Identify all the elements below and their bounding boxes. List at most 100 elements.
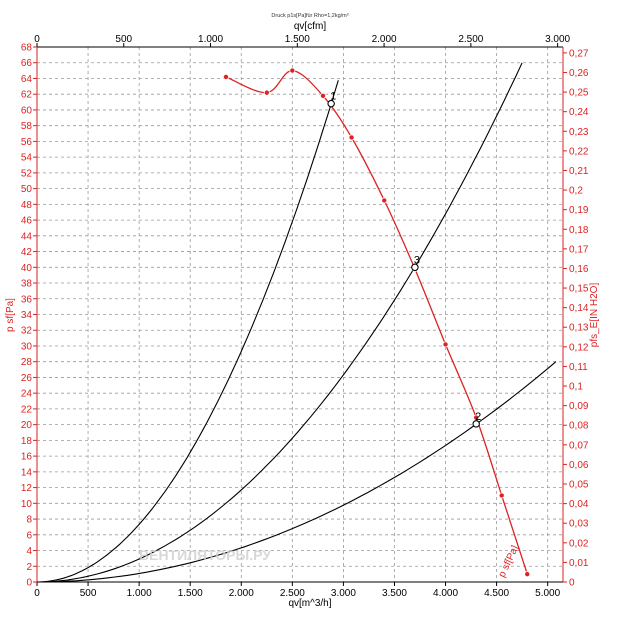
fan-curve-point xyxy=(524,571,531,578)
y2-tick-label: 0,11 xyxy=(569,362,588,373)
y2-tick-label: 0,22 xyxy=(569,146,589,157)
y2-tick-label: 0,19 xyxy=(569,205,589,216)
y2-tick-label: 0,13 xyxy=(569,323,589,334)
system-curve-3 xyxy=(36,62,523,583)
fan-curve-point xyxy=(442,341,449,348)
y-tick-label: 50 xyxy=(21,184,33,195)
fan-curve-point xyxy=(289,67,296,74)
operating-point-label: 2 xyxy=(475,411,481,423)
y-tick-label: 32 xyxy=(21,326,33,337)
x2-tick-label: 2.500 xyxy=(458,34,483,45)
y-tick-label: 52 xyxy=(21,168,33,179)
y2-tick-label: 0,04 xyxy=(569,499,589,510)
x-tick-label: 3.500 xyxy=(382,588,407,599)
y-tick-label: 62 xyxy=(21,90,33,101)
x2-tick-label: 3.000 xyxy=(545,34,570,45)
y-tick-label: 16 xyxy=(21,452,33,463)
y-tick-label: 56 xyxy=(21,137,33,148)
x-tick-label: 3.000 xyxy=(331,588,356,599)
operating-point-label: 3 xyxy=(414,254,420,266)
x2-tick-label: 2.000 xyxy=(372,34,397,45)
axes: 0 500 1.000 1.500 2.000 2.500 3.000 3.500 4.000 4… xyxy=(21,34,589,599)
y-tick-label: 14 xyxy=(21,467,33,478)
y2-tick-label: 0,15 xyxy=(569,284,589,295)
fan-curve-point xyxy=(498,492,505,499)
y-tick-label: 64 xyxy=(21,74,33,85)
y2-tick-label: 0,12 xyxy=(569,342,589,353)
x2-axis-title: qv[cfm] xyxy=(294,21,326,32)
y2-tick-label: 0,23 xyxy=(569,127,589,138)
x-tick-label: 1.000 xyxy=(127,588,152,599)
y2-tick-label: 0,08 xyxy=(569,421,589,432)
y-tick-label: 12 xyxy=(21,483,33,494)
y-tick-label: 30 xyxy=(21,341,33,352)
y-tick-label: 26 xyxy=(21,373,33,384)
y2-tick-label: 0,05 xyxy=(569,480,589,491)
x-tick-label: 4.500 xyxy=(484,588,509,599)
y-tick-label: 66 xyxy=(21,58,33,69)
y-tick-label: 6 xyxy=(26,530,32,541)
operating-point-2 xyxy=(472,420,480,428)
grid xyxy=(37,47,563,582)
x-tick-label: 0 xyxy=(34,588,40,599)
y-tick-label: 46 xyxy=(21,216,33,227)
y-tick-label: 48 xyxy=(21,200,33,211)
y-tick-label: 2 xyxy=(26,562,32,573)
operating-point-3 xyxy=(411,263,419,272)
y-tick-label: 0 xyxy=(26,578,32,589)
x-tick-label: 2.000 xyxy=(229,588,254,599)
y2-tick-label: 0,02 xyxy=(569,538,589,549)
y-tick-label: 10 xyxy=(21,499,33,510)
fan-curve-label: p sf[Pa] xyxy=(497,544,521,580)
y2-tick-label: 0,06 xyxy=(569,460,589,471)
y2-tick-label: 0,16 xyxy=(569,264,589,275)
x2-tick-label: 1.500 xyxy=(285,34,310,45)
y2-tick-label: 0,26 xyxy=(569,68,589,79)
y2-tick-label: 0,18 xyxy=(569,225,589,236)
y-tick-label: 4 xyxy=(26,546,32,557)
y2-tick-label: 0,07 xyxy=(569,440,589,451)
x-tick-label: 4.000 xyxy=(433,588,458,599)
y2-tick-label: 0,03 xyxy=(569,519,589,530)
x-tick-label: 2.500 xyxy=(280,588,305,599)
y2-tick-label: 0,27 xyxy=(569,48,589,59)
y2-tick-label: 0 xyxy=(569,578,575,589)
y-tick-label: 44 xyxy=(21,231,33,242)
fan-curve-point xyxy=(381,197,388,204)
fan-curve-point xyxy=(222,73,229,80)
y2-tick-label: 0,2 xyxy=(569,186,583,197)
y-tick-label: 40 xyxy=(21,263,33,274)
y-tick-label: 20 xyxy=(21,420,33,431)
chart-title: Druck p1s[Pa]für Rho=1,2kg/m³ xyxy=(271,13,348,19)
y-tick-label: 28 xyxy=(21,357,33,368)
x2-tick-label: 0 xyxy=(34,34,40,45)
x-axis-title: qv[m^3/h] xyxy=(288,598,331,609)
x-tick-label: 5.000 xyxy=(535,588,560,599)
labels: Druck p1s[Pa]für Rho=1,2kg/m³ qv[cfm] qv… xyxy=(5,13,600,609)
y-tick-label: 42 xyxy=(21,247,33,258)
y2-tick-label: 0,17 xyxy=(569,244,589,255)
watermark: ВЕНТИЛЯТОРЫ.РУ xyxy=(139,547,271,563)
fan-curve-point xyxy=(319,92,326,99)
system-curve-1 xyxy=(36,80,339,583)
y-tick-label: 54 xyxy=(21,153,33,164)
x-tick-label: 500 xyxy=(80,588,97,599)
y-tick-label: 18 xyxy=(21,436,33,447)
y-tick-label: 36 xyxy=(21,294,33,305)
x2-tick-label: 500 xyxy=(115,34,132,45)
y2-axis-title: pfs_E[IN H2O] xyxy=(589,283,600,348)
y-tick-label: 60 xyxy=(21,105,33,116)
y-tick-label: 58 xyxy=(21,121,33,132)
y2-tick-label: 0,21 xyxy=(569,166,589,177)
operating-point-label: 1 xyxy=(330,91,336,103)
y2-tick-label: 0,09 xyxy=(569,401,589,412)
fan-curve-point xyxy=(348,134,355,141)
y-tick-label: 8 xyxy=(26,515,32,526)
y-tick-label: 22 xyxy=(21,404,33,415)
y2-tick-label: 0,25 xyxy=(569,88,589,99)
system-curve-2 xyxy=(37,361,557,583)
curves: 1 3 2 xyxy=(36,62,557,583)
y-tick-label: 24 xyxy=(21,389,33,400)
y2-tick-label: 0,01 xyxy=(569,558,589,569)
x2-tick-label: 1.000 xyxy=(198,34,223,45)
